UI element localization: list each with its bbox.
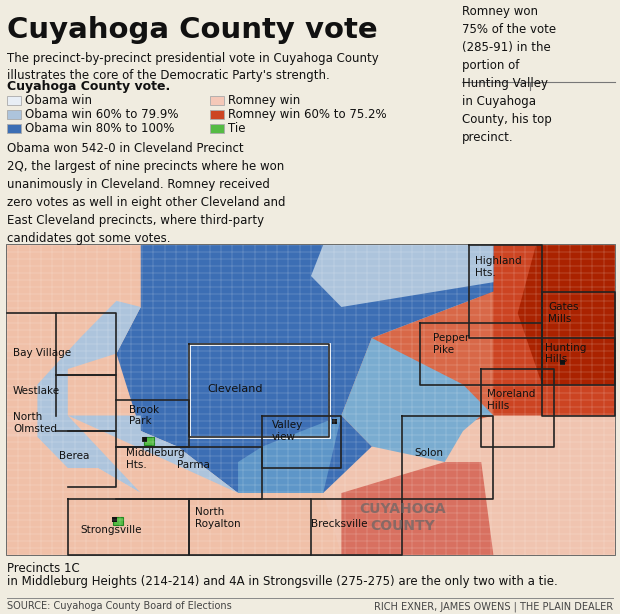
Bar [560, 360, 565, 365]
Text: CUYAHOGA
COUNTY: CUYAHOGA COUNTY [359, 502, 446, 534]
Text: Tie: Tie [228, 122, 246, 135]
Bar [7, 110, 21, 119]
Bar [210, 124, 224, 133]
Polygon shape [342, 292, 494, 446]
Text: Obama win 80% to 100%: Obama win 80% to 100% [25, 122, 174, 135]
Text: Berea: Berea [59, 451, 89, 460]
Text: RICH EXNER, JAMES OWENS | THE PLAIN DEALER: RICH EXNER, JAMES OWENS | THE PLAIN DEAL… [374, 601, 613, 612]
Bar [189, 344, 329, 437]
Polygon shape [37, 301, 238, 493]
Bar [113, 517, 123, 525]
Bar [332, 419, 337, 424]
Text: Gates
Mills: Gates Mills [548, 303, 578, 324]
Polygon shape [238, 416, 342, 493]
Text: Middleburg
Hts.: Middleburg Hts. [126, 448, 184, 470]
Text: Cuyahoga County vote.: Cuyahoga County vote. [7, 80, 170, 93]
Text: Obama won 542-0 in Cleveland Precinct
2Q, the largest of nine precincts where he: Obama won 542-0 in Cleveland Precinct 2Q… [7, 142, 285, 245]
Text: Highland
Hts.: Highland Hts. [475, 256, 522, 278]
Bar [144, 437, 154, 445]
Text: Hunting
Hills: Hunting Hills [545, 343, 587, 364]
Polygon shape [7, 245, 141, 416]
Text: North
Olmsted: North Olmsted [13, 413, 57, 434]
Polygon shape [7, 416, 342, 555]
Bar [142, 437, 147, 442]
Text: Precincts 1C: Precincts 1C [7, 562, 80, 575]
Text: Cuyahoga County vote: Cuyahoga County vote [7, 16, 378, 44]
Text: Bay Village: Bay Village [13, 349, 71, 359]
Text: Romney won
75% of the vote
(285-91) in the
portion of
Hunting Valley
in Cuyahoga: Romney won 75% of the vote (285-91) in t… [462, 5, 556, 144]
Text: Westlake: Westlake [13, 386, 60, 395]
Text: Brecksville: Brecksville [311, 519, 368, 529]
Text: North
Royalton: North Royalton [195, 507, 241, 529]
Text: Valley
view: Valley view [272, 420, 303, 442]
Bar [210, 110, 224, 119]
Polygon shape [463, 245, 615, 416]
Text: Cleveland: Cleveland [208, 384, 263, 394]
Bar [7, 245, 615, 555]
Polygon shape [518, 245, 615, 384]
Text: Moreland
Hills: Moreland Hills [487, 389, 536, 411]
Polygon shape [342, 462, 494, 555]
Text: Parma: Parma [177, 460, 210, 470]
Text: Obama win: Obama win [25, 94, 92, 107]
Polygon shape [311, 245, 494, 307]
Text: Solon: Solon [414, 448, 443, 457]
Bar [112, 517, 117, 522]
Text: The precinct-by-precinct presidential vote in Cuyahoga County
illustrates the co: The precinct-by-precinct presidential vo… [7, 52, 379, 82]
Bar [7, 245, 615, 555]
Bar [7, 96, 21, 105]
Text: Strongsville: Strongsville [80, 525, 141, 535]
Bar [210, 96, 224, 105]
Text: Brook
Park: Brook Park [128, 405, 159, 426]
Text: in Middleburg Heights (214-214) and 4A in Strongsville (275-275) are the only tw: in Middleburg Heights (214-214) and 4A i… [7, 575, 558, 588]
Text: Romney win 60% to 75.2%: Romney win 60% to 75.2% [228, 108, 387, 121]
Text: Pepper
Pike: Pepper Pike [433, 333, 469, 355]
Bar [7, 124, 21, 133]
Polygon shape [117, 245, 494, 493]
Text: Romney win: Romney win [228, 94, 300, 107]
Text: SOURCE: Cuyahoga County Board of Elections: SOURCE: Cuyahoga County Board of Electio… [7, 601, 232, 611]
Polygon shape [342, 338, 494, 462]
Text: Obama win 60% to 79.9%: Obama win 60% to 79.9% [25, 108, 179, 121]
